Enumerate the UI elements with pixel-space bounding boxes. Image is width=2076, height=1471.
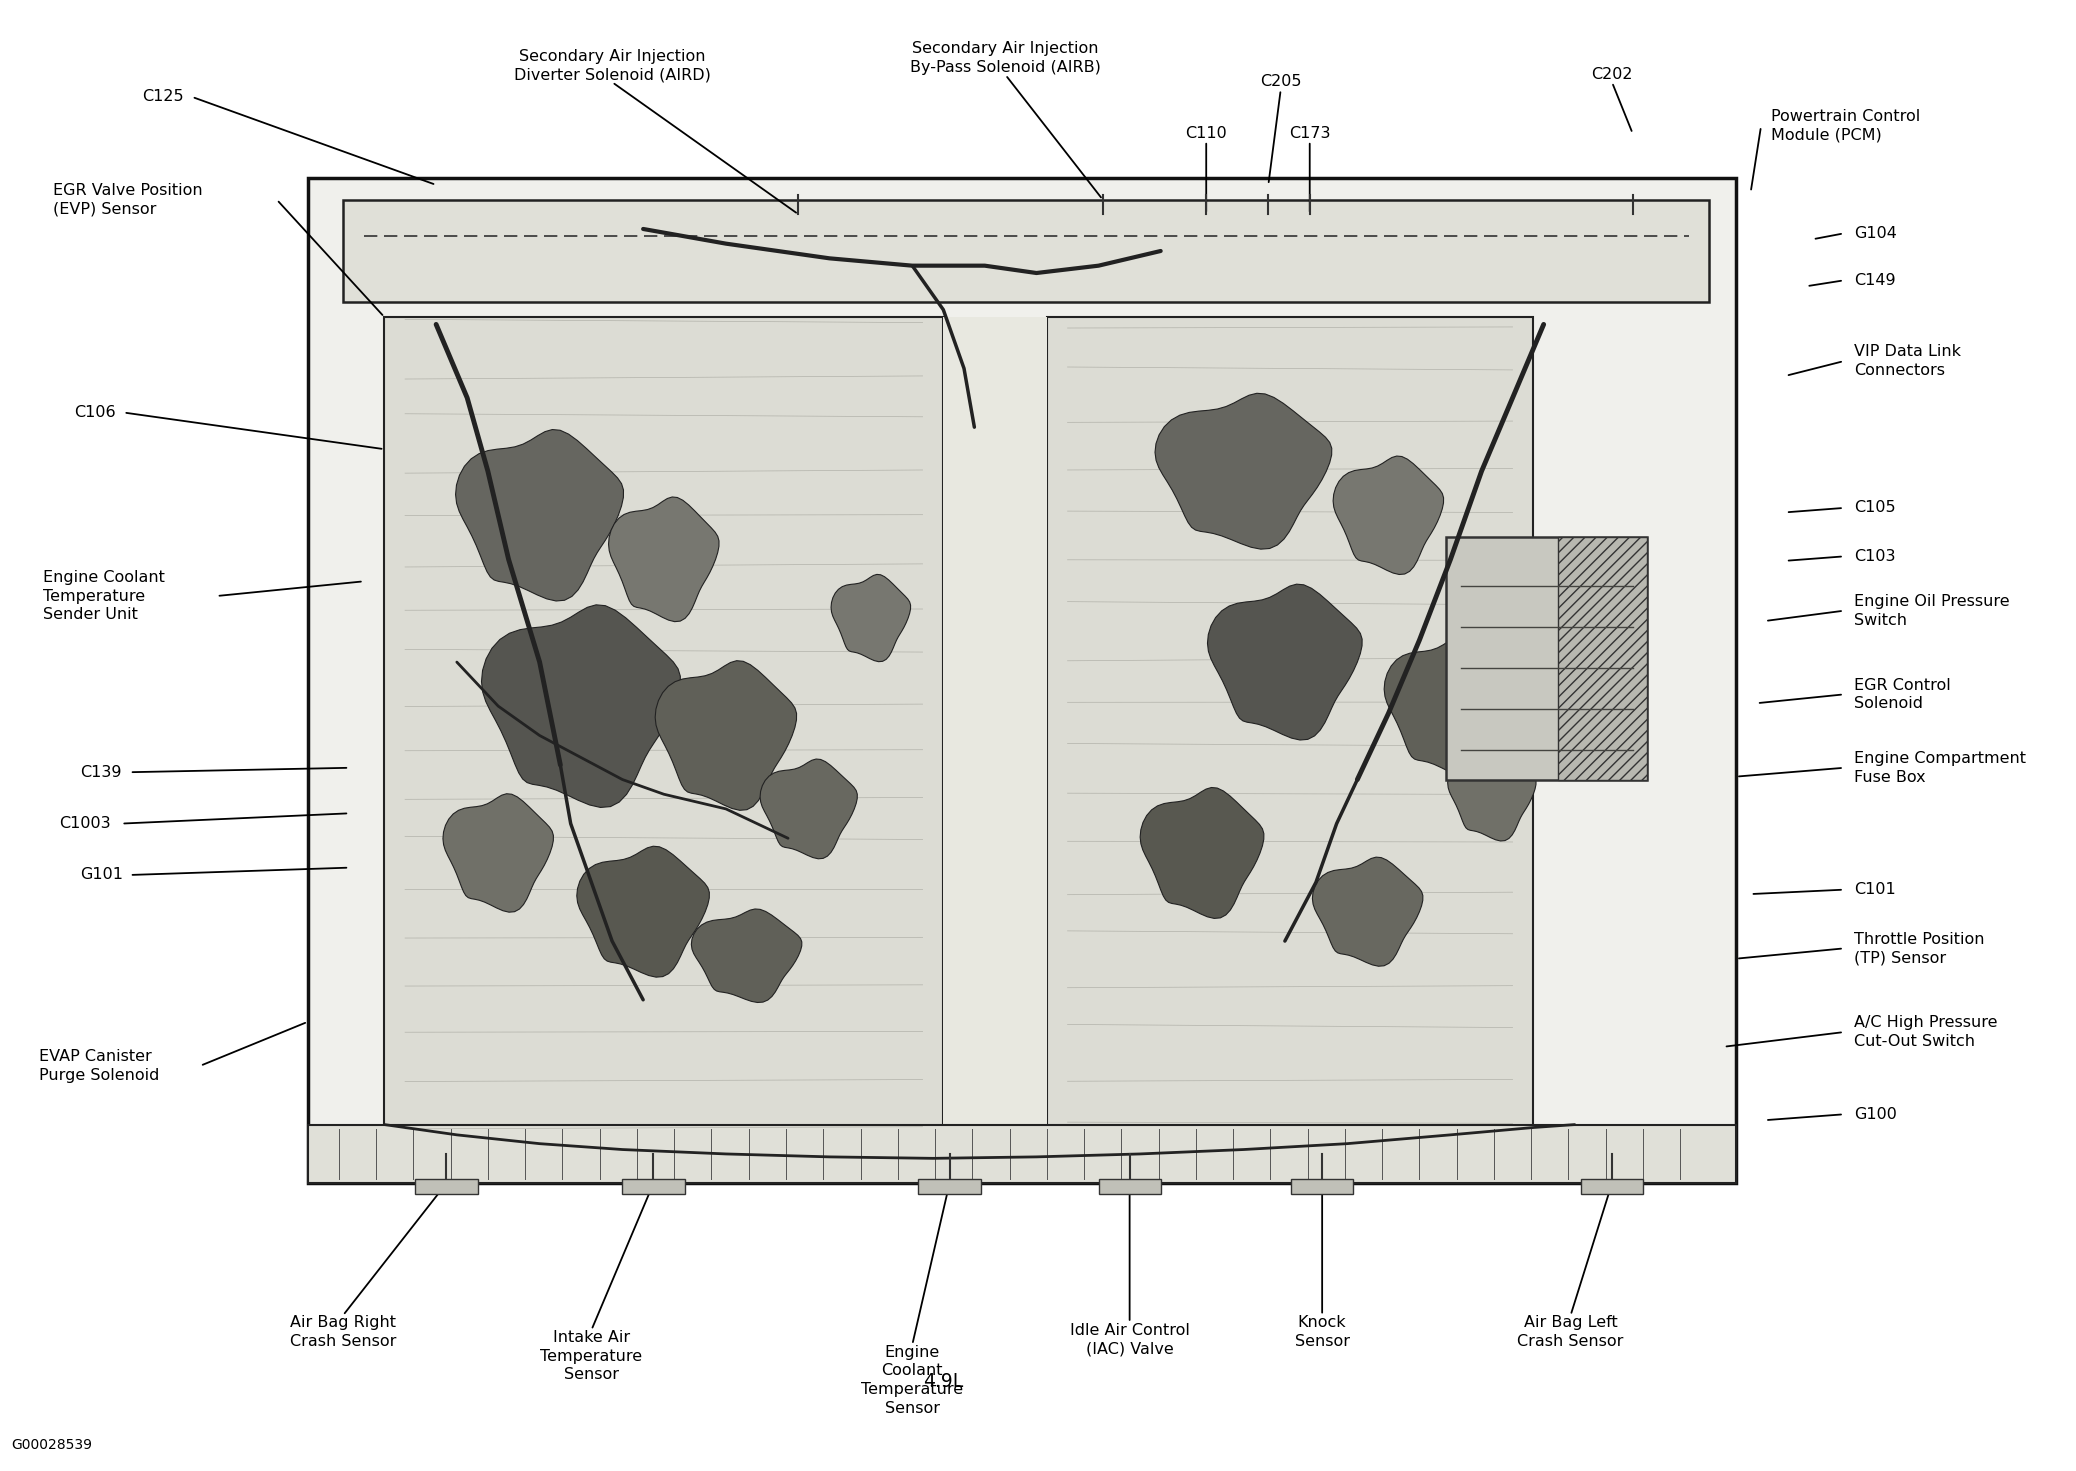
Polygon shape <box>1333 456 1443 575</box>
Bar <box>415 1178 477 1193</box>
Polygon shape <box>1385 635 1518 777</box>
Polygon shape <box>577 846 710 977</box>
Text: C103: C103 <box>1854 549 1895 563</box>
Polygon shape <box>760 759 857 859</box>
Text: Idle Air Control
(IAC) Valve: Idle Air Control (IAC) Valve <box>1069 1322 1190 1356</box>
Text: C125: C125 <box>141 90 185 104</box>
Polygon shape <box>482 605 681 808</box>
Polygon shape <box>1140 787 1264 918</box>
Polygon shape <box>1208 584 1362 740</box>
Text: C106: C106 <box>75 405 116 421</box>
Polygon shape <box>1154 393 1331 549</box>
Bar <box>1447 537 1646 780</box>
Text: C105: C105 <box>1854 500 1895 515</box>
Polygon shape <box>442 794 554 912</box>
Bar <box>623 1178 685 1193</box>
Text: Air Bag Left
Crash Sensor: Air Bag Left Crash Sensor <box>1518 1315 1623 1349</box>
Text: G100: G100 <box>1854 1106 1897 1122</box>
Text: Air Bag Right
Crash Sensor: Air Bag Right Crash Sensor <box>291 1315 397 1349</box>
Text: C205: C205 <box>1260 75 1302 90</box>
Polygon shape <box>830 574 911 662</box>
Polygon shape <box>1447 747 1536 841</box>
Bar <box>1046 318 1534 1146</box>
Text: Engine
Coolant
Temperature
Sensor: Engine Coolant Temperature Sensor <box>862 1344 963 1415</box>
Bar <box>1291 1178 1354 1193</box>
Text: Powertrain Control
Module (PCM): Powertrain Control Module (PCM) <box>1771 109 1920 143</box>
Bar <box>1098 1178 1160 1193</box>
Polygon shape <box>1312 858 1422 966</box>
Text: Secondary Air Injection
By-Pass Solenoid (AIRB): Secondary Air Injection By-Pass Solenoid… <box>909 41 1100 75</box>
Text: A/C High Pressure
Cut-Out Switch: A/C High Pressure Cut-Out Switch <box>1854 1015 1997 1049</box>
Bar <box>918 1178 980 1193</box>
Text: Knock
Sensor: Knock Sensor <box>1295 1315 1349 1349</box>
Polygon shape <box>608 497 718 622</box>
Bar <box>1559 537 1646 780</box>
Text: Secondary Air Injection
Diverter Solenoid (AIRD): Secondary Air Injection Diverter Solenoi… <box>513 49 710 82</box>
Text: C101: C101 <box>1854 883 1895 897</box>
Text: 4.9L: 4.9L <box>924 1372 963 1392</box>
Bar <box>307 178 1736 1183</box>
Text: C110: C110 <box>1185 127 1227 141</box>
Text: Engine Oil Pressure
Switch: Engine Oil Pressure Switch <box>1854 594 2010 628</box>
Text: EVAP Canister
Purge Solenoid: EVAP Canister Purge Solenoid <box>39 1049 160 1083</box>
Text: C139: C139 <box>81 765 122 780</box>
Bar <box>1582 1178 1642 1193</box>
Bar <box>343 200 1709 303</box>
Polygon shape <box>455 430 623 602</box>
Polygon shape <box>691 909 801 1003</box>
Text: C202: C202 <box>1590 68 1632 82</box>
Text: C1003: C1003 <box>60 816 110 831</box>
Text: C149: C149 <box>1854 272 1895 288</box>
Polygon shape <box>656 660 797 811</box>
Text: C173: C173 <box>1289 127 1331 141</box>
Text: G00028539: G00028539 <box>12 1439 93 1452</box>
Bar <box>307 1124 1736 1183</box>
Text: VIP Data Link
Connectors: VIP Data Link Connectors <box>1854 344 1962 378</box>
Text: G104: G104 <box>1854 227 1897 241</box>
Text: Intake Air
Temperature
Sensor: Intake Air Temperature Sensor <box>540 1330 641 1383</box>
Text: Engine Coolant
Temperature
Sender Unit: Engine Coolant Temperature Sender Unit <box>44 569 164 622</box>
Text: EGR Control
Solenoid: EGR Control Solenoid <box>1854 678 1951 710</box>
Text: Engine Compartment
Fuse Box: Engine Compartment Fuse Box <box>1854 752 2026 784</box>
Text: G101: G101 <box>81 868 122 883</box>
Text: Throttle Position
(TP) Sensor: Throttle Position (TP) Sensor <box>1854 931 1985 965</box>
Bar <box>384 318 943 1146</box>
Bar <box>943 318 1046 1146</box>
Text: EGR Valve Position
(EVP) Sensor: EGR Valve Position (EVP) Sensor <box>54 182 203 216</box>
